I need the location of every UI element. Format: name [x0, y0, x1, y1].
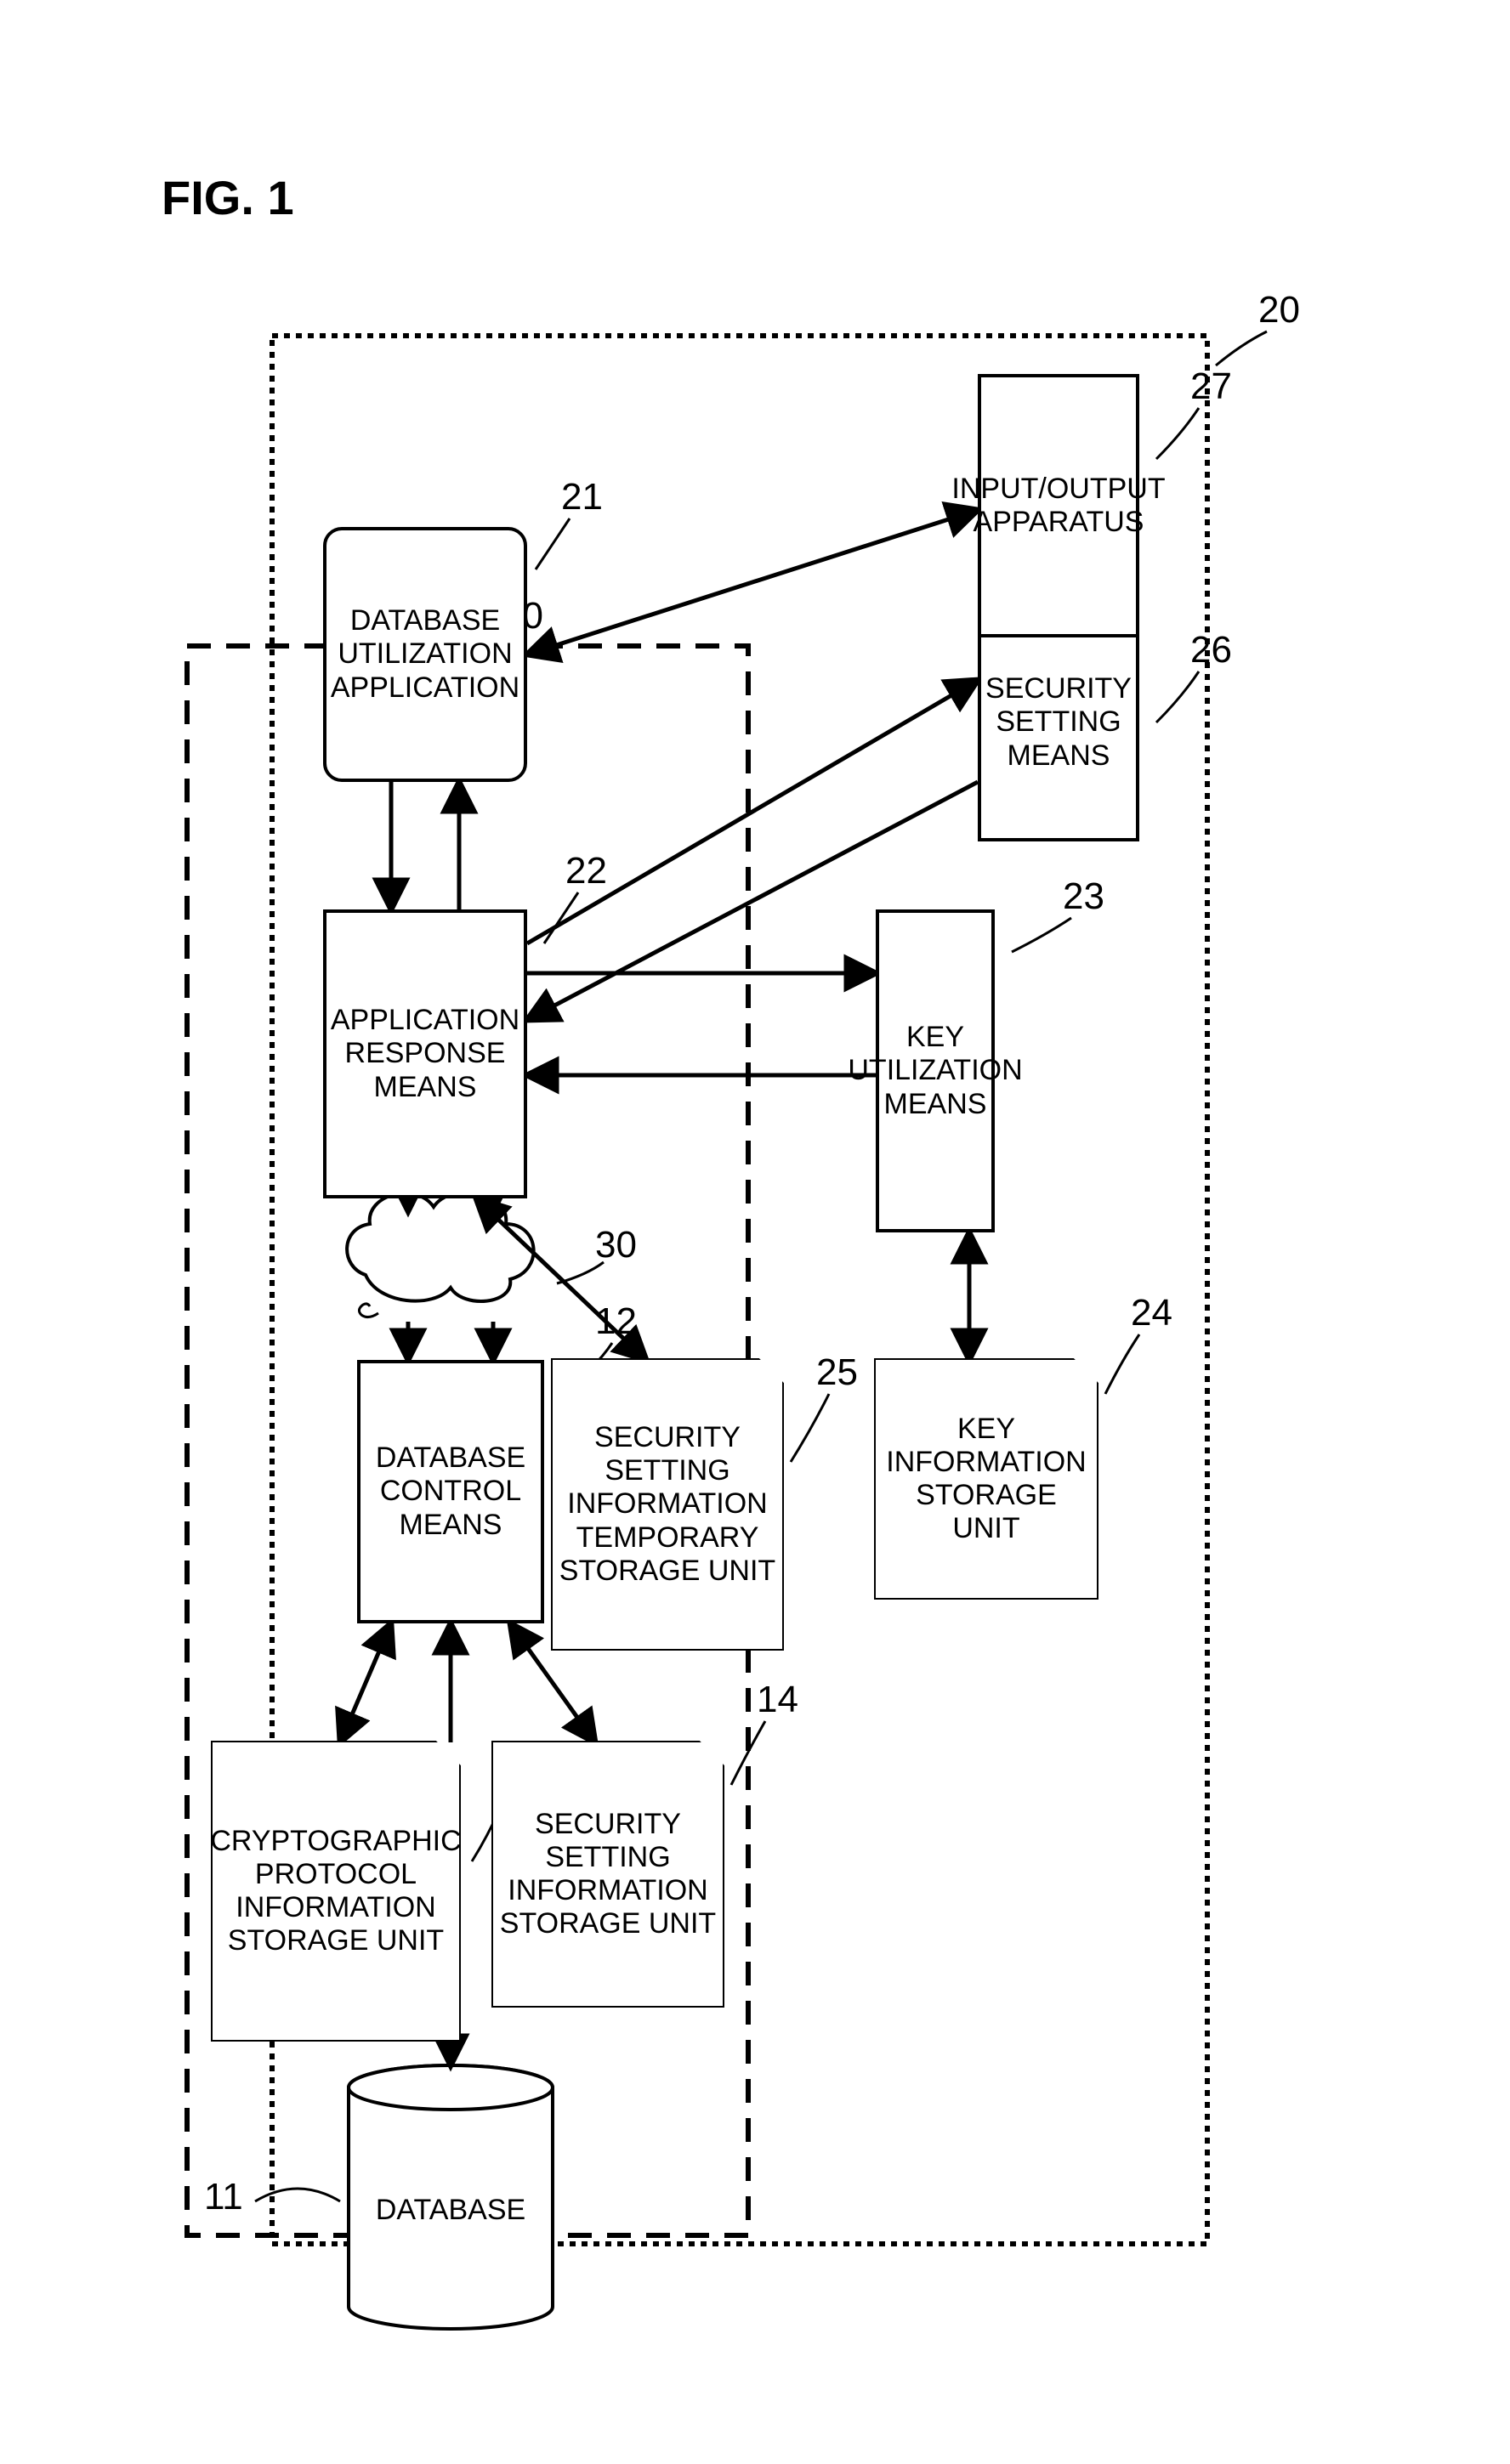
node-key_util: KEY UTILIZATIONMEANS: [876, 909, 995, 1232]
edge-app_resp-sec_set: [527, 680, 978, 943]
node-label-io_app: INPUT/OUTPUTAPPARATUS: [951, 473, 1165, 539]
node-app_resp: APPLICATIONRESPONSEMEANS: [323, 909, 527, 1198]
node-db_app: DATABASEUTILIZATIONAPPLICATION: [323, 527, 527, 782]
node-label-sec_tmp: SECURITYSETTINGINFORMATIONTEMPORARYSTORA…: [559, 1421, 775, 1587]
ref-sec_su: 14: [757, 1679, 798, 1721]
node-label-key_su: KEYINFORMATIONSTORAGEUNIT: [886, 1413, 1086, 1545]
edge-db_app-io_app: [527, 510, 978, 654]
ref-app_resp: 22: [565, 850, 607, 892]
node-label-key_util: KEY UTILIZATIONMEANS: [848, 1021, 1022, 1120]
ref-cloud: 30: [595, 1224, 637, 1266]
ref-key_util: 23: [1063, 875, 1104, 918]
edge-db_ctrl-crypto_su: [340, 1623, 391, 1742]
node-label-database: DATABASE: [376, 2194, 525, 2227]
ref-database: 11: [204, 2176, 243, 2218]
figure-label: FIG. 1: [162, 170, 294, 225]
node-io_app: INPUT/OUTPUTAPPARATUS: [978, 374, 1139, 637]
node-label-db_app: DATABASEUTILIZATIONAPPLICATION: [331, 604, 519, 704]
ref-db_ctrl: 12: [595, 1300, 637, 1343]
ref-io_app: 27: [1190, 365, 1232, 408]
node-sec_tmp: SECURITYSETTINGINFORMATIONTEMPORARYSTORA…: [553, 1360, 782, 1649]
ref-key_su: 24: [1131, 1292, 1172, 1334]
ref-sec_set: 26: [1190, 629, 1232, 671]
node-label-sec_set: SECURITYSETTINGMEANS: [985, 672, 1132, 772]
node-sec_set: SECURITYSETTINGMEANS: [978, 603, 1139, 841]
ref-client: 20: [1258, 289, 1300, 331]
node-database: DATABASE: [349, 2091, 553, 2329]
node-label-db_ctrl: DATABASECONTROLMEANS: [376, 1442, 525, 1541]
node-label-crypto_su: CRYPTOGRAPHICPROTOCOLINFORMATIONSTORAGE …: [210, 1825, 461, 1957]
node-label-app_resp: APPLICATIONRESPONSEMEANS: [331, 1004, 519, 1103]
node-key_su: KEYINFORMATIONSTORAGEUNIT: [876, 1360, 1097, 1598]
node-sec_su: SECURITYSETTINGINFORMATIONSTORAGE UNIT: [493, 1742, 723, 2006]
node-crypto_su: CRYPTOGRAPHICPROTOCOLINFORMATIONSTORAGE …: [213, 1742, 459, 2040]
node-db_ctrl: DATABASECONTROLMEANS: [357, 1360, 544, 1623]
ref-db_app: 21: [561, 476, 603, 518]
node-label-sec_su: SECURITYSETTINGINFORMATIONSTORAGE UNIT: [500, 1808, 716, 1940]
ref-sec_tmp: 25: [816, 1351, 858, 1394]
